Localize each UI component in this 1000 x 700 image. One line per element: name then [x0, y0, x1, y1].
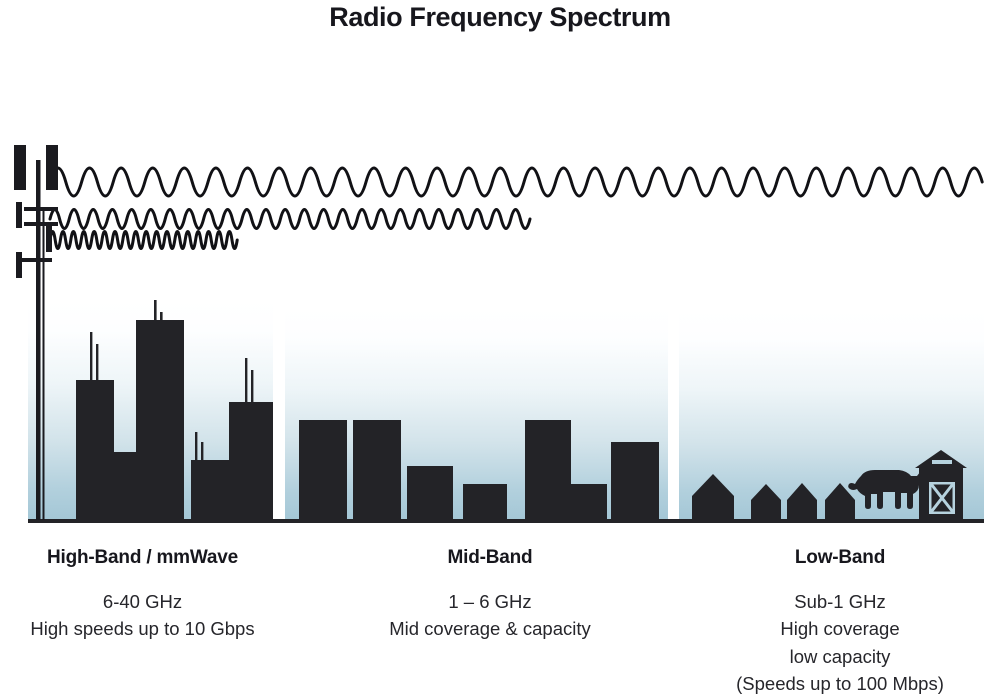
house-silhouette — [787, 483, 817, 520]
wave-high-band — [48, 230, 239, 250]
page-title: Radio Frequency Spectrum — [329, 2, 671, 32]
band-frequency-mid: 1 – 6 GHz — [448, 591, 532, 612]
band-title-high: High-Band / mmWave — [47, 547, 238, 568]
band-title-low: Low-Band — [794, 547, 886, 568]
high-band-skyline-svg — [76, 300, 275, 522]
band-frequency-high: 6-40 GHz — [102, 591, 183, 612]
scene-panel-high-band — [28, 300, 275, 522]
spectrum-illustration — [14, 145, 984, 523]
rural-scene-low-band — [679, 310, 984, 520]
caption-low-band: Low-Band Sub-1 GHz High coverage low cap… — [680, 547, 1000, 698]
caption-high-band: High-Band / mmWave 6-40 GHz High speeds … — [0, 547, 285, 643]
low-band-rural-svg — [692, 450, 967, 520]
scene-panel-mid-band — [285, 308, 668, 520]
barn-window — [932, 460, 952, 464]
city-skyline-mid-band — [285, 308, 668, 520]
band-speed-mid: Mid coverage & capacity — [389, 618, 591, 640]
house-silhouette — [692, 474, 734, 520]
scene-panel-low-band — [679, 310, 984, 520]
band-frequency-low: Sub-1 GHz — [794, 591, 886, 612]
wave-mid-band — [48, 208, 532, 230]
band-speed-low: (Speeds up to 100 Mbps) — [736, 673, 944, 695]
city-skyline-high-band — [28, 300, 275, 522]
cow-silhouette — [848, 469, 931, 509]
radio-waves — [48, 166, 984, 250]
band-details-mid: 1 – 6 GHz Mid coverage & capacity — [330, 588, 650, 643]
antenna-panel — [16, 202, 22, 228]
ground-line — [28, 519, 984, 523]
antenna-crossbar — [18, 258, 52, 262]
antenna-crossbar — [24, 207, 58, 211]
antenna-panel — [14, 145, 26, 190]
cell-tower — [14, 145, 58, 520]
mid-band-skyline-svg — [299, 420, 659, 520]
barn-door — [929, 482, 955, 514]
antenna-crossbar — [24, 222, 58, 226]
antenna-panel — [46, 145, 58, 190]
band-details-high: 6-40 GHz High speeds up to 10 Gbps — [0, 588, 285, 643]
band-speed-high: High speeds up to 10 Gbps — [30, 618, 255, 640]
house-silhouette — [751, 484, 781, 520]
band-capacity-low: low capacity — [789, 645, 891, 667]
band-coverage-low: High coverage — [780, 618, 900, 640]
band-title-mid: Mid-Band — [447, 547, 533, 568]
tower-mast — [36, 160, 41, 520]
wave-low-band — [48, 166, 984, 198]
house-silhouette — [825, 483, 855, 520]
antenna-panel — [16, 252, 22, 278]
band-details-low: Sub-1 GHz High coverage low capacity (Sp… — [680, 588, 1000, 698]
caption-mid-band: Mid-Band 1 – 6 GHz Mid coverage & capaci… — [330, 547, 650, 643]
antenna-panel — [46, 226, 52, 252]
